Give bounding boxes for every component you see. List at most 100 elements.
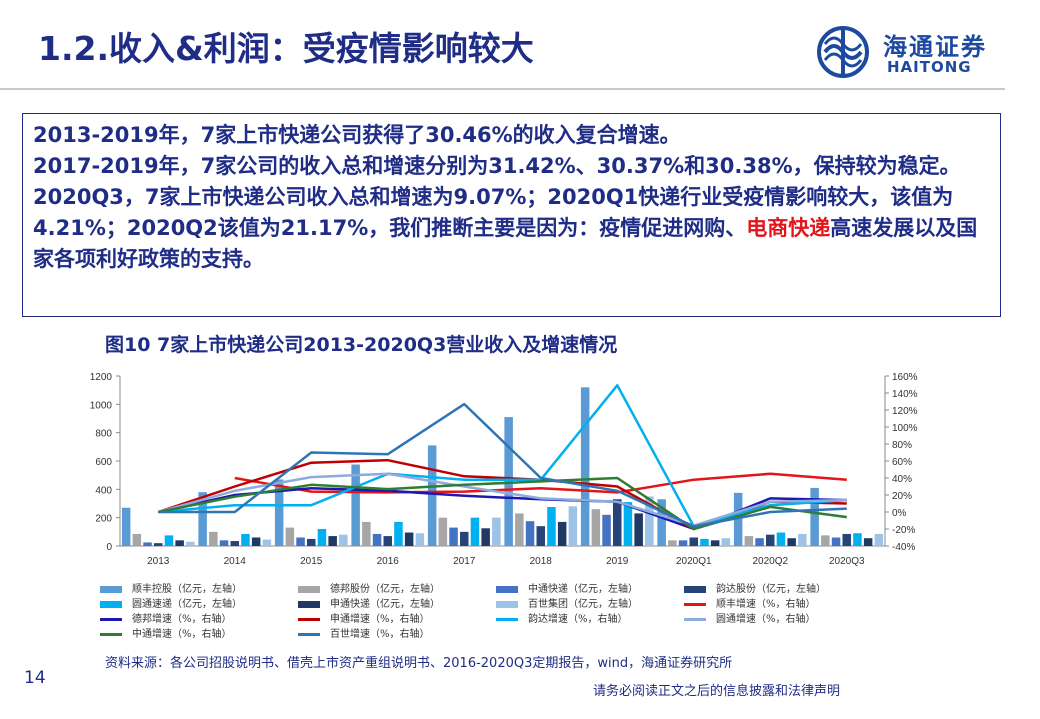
category-label: 2020Q3 — [829, 556, 865, 567]
right-tick-label: 160% — [892, 372, 918, 383]
category-label: 2020Q1 — [676, 556, 712, 567]
series-line — [234, 472, 847, 494]
left-tick-label: 0 — [106, 542, 112, 553]
left-tick-label: 600 — [95, 457, 112, 468]
bar — [328, 536, 337, 546]
right-tick-label: 140% — [892, 389, 918, 400]
left-tick-label: 400 — [95, 485, 112, 496]
bar — [853, 533, 862, 546]
bar — [175, 540, 184, 546]
legend-item: 中通增速（%，右轴） — [100, 625, 232, 640]
left-tick-label: 1200 — [90, 372, 113, 383]
bar — [296, 537, 305, 546]
bar — [230, 541, 239, 546]
bar — [438, 517, 448, 546]
source-note: 资料来源：各公司招股说明书、借壳上市资产重组说明书、2016-2020Q3定期报… — [105, 656, 733, 671]
bar — [810, 487, 819, 546]
legend-item: 德邦股份（亿元，左轴） — [298, 580, 440, 595]
series-line — [158, 402, 847, 528]
legend-swatch — [100, 618, 122, 621]
legend-label: 百世增速（%，右轴） — [330, 629, 430, 640]
bar — [470, 517, 480, 546]
legend-swatch — [298, 633, 320, 636]
summary-line: 2013-2019年，7家上市快递公司获得了30.46%的收入复合增速。 — [33, 123, 681, 147]
legend-swatch — [496, 586, 518, 593]
bar — [623, 502, 633, 546]
bar — [842, 533, 851, 546]
page-number: 14 — [24, 668, 46, 688]
category-label: 2020Q2 — [752, 556, 788, 567]
bar — [613, 499, 622, 546]
bar — [645, 496, 654, 546]
bar — [198, 492, 207, 546]
bar — [351, 464, 360, 546]
summary-line: 2017-2019年，7家公司的收入总和增速分别为31.42%、30.37%和3… — [33, 154, 961, 178]
bar — [492, 517, 501, 546]
legend-swatch — [496, 601, 518, 608]
legend-swatch — [100, 586, 122, 593]
legend-item: 顺丰增速（%，右轴） — [684, 595, 816, 610]
bar — [678, 540, 688, 546]
legend-label: 申通快递（亿元，左轴） — [330, 599, 440, 610]
right-tick-label: -40% — [892, 542, 915, 553]
legend-item: 韵达股份（亿元，左轴） — [684, 580, 826, 595]
legend-label: 德邦股份（亿元，左轴） — [330, 584, 440, 595]
legend-swatch — [496, 618, 518, 621]
category-label: 2018 — [530, 556, 553, 567]
logo-chinese-name: 海通证券 — [883, 32, 987, 61]
bar — [634, 513, 643, 546]
legend-item: 韵达增速（%，右轴） — [496, 610, 628, 625]
bar — [186, 541, 195, 546]
bar — [481, 528, 490, 546]
left-tick-label: 1000 — [90, 400, 113, 411]
bar — [362, 521, 371, 546]
bar — [657, 499, 666, 546]
bar — [710, 540, 720, 546]
bar — [285, 527, 295, 546]
right-tick-label: 60% — [892, 457, 912, 468]
legend-item: 顺丰控股（亿元，左轴） — [100, 580, 242, 595]
bar — [580, 387, 590, 546]
bar — [536, 526, 545, 546]
header-divider — [0, 88, 1005, 90]
summary-text: 高速发展以及国家各项利好政策的支持。 — [33, 216, 978, 271]
bar — [262, 539, 272, 546]
right-tick-label: 80% — [892, 440, 912, 451]
series-line — [157, 458, 847, 531]
legend-swatch — [298, 601, 320, 608]
legend-item: 德邦增速（%，右轴） — [100, 610, 232, 625]
right-tick-label: 0% — [892, 508, 907, 519]
haitong-logo-icon — [817, 26, 869, 78]
bar — [404, 532, 414, 546]
right-tick-label: -20% — [892, 525, 915, 536]
bar — [241, 533, 250, 546]
right-tick-label: 40% — [892, 474, 912, 485]
legend-label: 申通增速（%，右轴） — [330, 614, 430, 625]
bar — [744, 536, 754, 546]
series-line — [158, 384, 847, 528]
bar — [372, 533, 382, 546]
bar — [557, 521, 567, 546]
disclaimer: 请务必阅读正文之后的信息披露和法律声明 — [593, 684, 841, 699]
bar — [515, 513, 524, 546]
bar — [787, 538, 796, 546]
bar — [415, 533, 425, 546]
series-line — [157, 472, 847, 527]
bar — [251, 537, 261, 546]
bar — [394, 521, 403, 546]
bar — [602, 514, 611, 546]
bar — [132, 533, 142, 546]
legend-item: 圆通速递（亿元，左轴） — [100, 595, 242, 610]
legend-label: 韵达增速（%，右轴） — [528, 614, 628, 625]
legend-label: 顺丰增速（%，右轴） — [716, 599, 816, 610]
haitong-logo: 海通证券 HAITONG — [815, 24, 1015, 80]
summary-box: 2013-2019年，7家上市快递公司获得了30.46%的收入复合增速。 201… — [22, 113, 1001, 317]
right-tick-label: 100% — [892, 423, 918, 434]
right-tick-label: 20% — [892, 491, 912, 502]
bar — [689, 537, 698, 546]
legend-swatch — [684, 586, 706, 593]
summary-text: 2020Q3，7家上市快递公司收入总和增速为9.07%；2020Q1快递行业受疫… — [33, 185, 954, 240]
category-label: 2016 — [377, 556, 400, 567]
bar — [568, 506, 578, 546]
bar — [721, 538, 731, 546]
